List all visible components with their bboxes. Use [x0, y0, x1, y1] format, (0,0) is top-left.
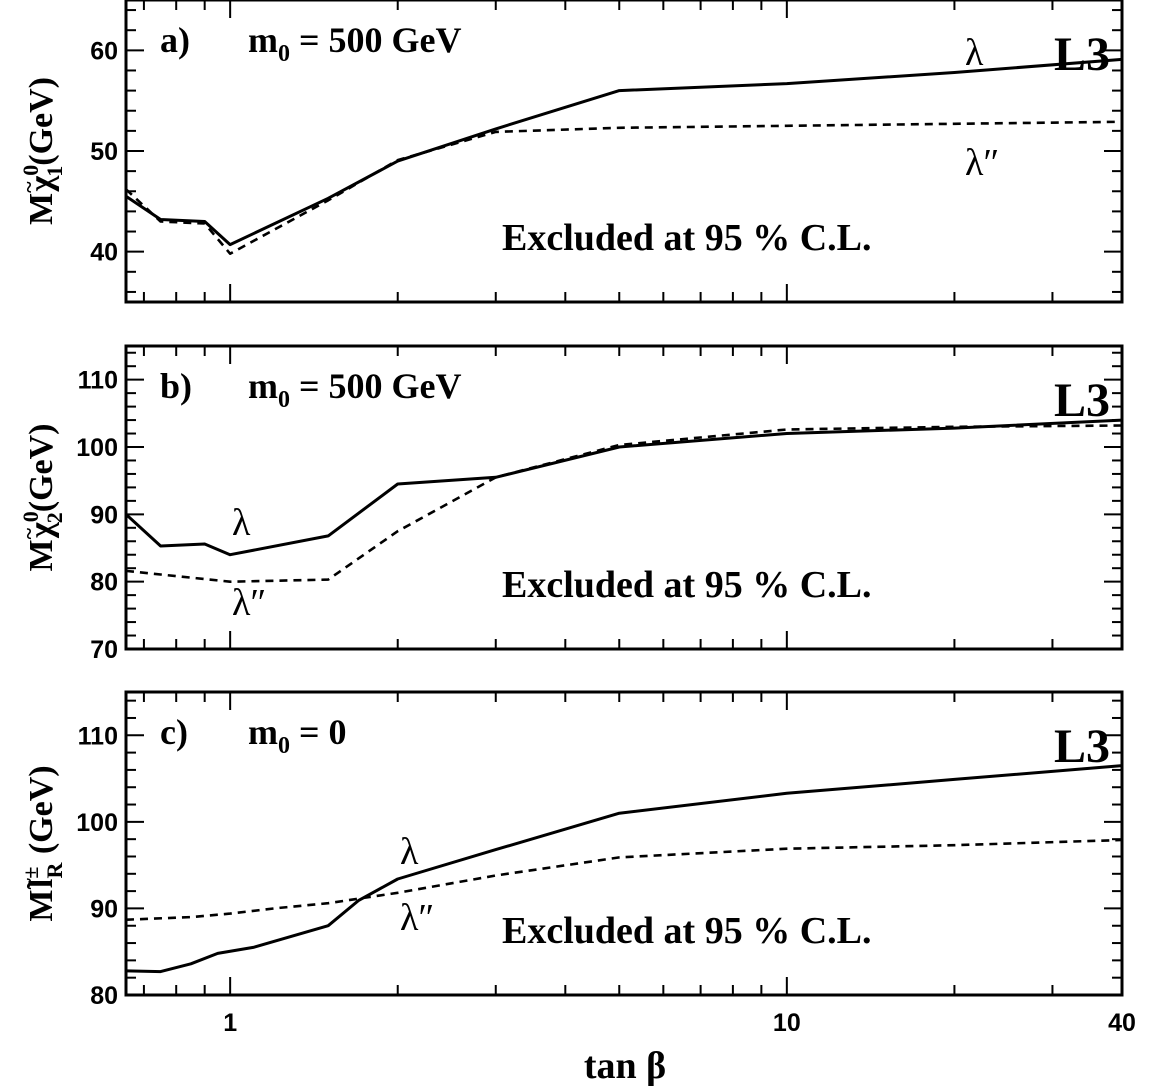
y-tick-label: 100	[76, 434, 118, 462]
y-tick-label: 80	[90, 569, 118, 597]
panel-label: c)	[160, 712, 188, 752]
exclusion-annotation: Excluded at 95 % C.L.	[502, 217, 871, 259]
condition-label: m0 = 500 GeV	[248, 366, 462, 413]
curve-label-lambda-dprime: λ″	[232, 582, 266, 624]
exclusion-annotation: Excluded at 95 % C.L.	[502, 910, 871, 952]
panel-label: a)	[160, 20, 190, 60]
x-tick-label: 40	[1108, 1009, 1136, 1037]
panel-b: 70 80 90 100 110 b) m0 = 500 GeV L3 Excluded at …	[16, 344, 1124, 664]
y-tick-label: 110	[78, 722, 118, 750]
y-tick-label: 50	[90, 138, 118, 166]
plot-frame	[124, 344, 1124, 651]
y-tick-label: 100	[76, 809, 118, 837]
curve-label-lambda: λ	[400, 831, 419, 873]
curve-label-lambda: λ	[232, 502, 251, 544]
y-tick-label: 80	[90, 982, 118, 1010]
series-line-lambda-dprime	[125, 838, 1123, 921]
curve-label-lambda-dprime: λ″	[400, 897, 434, 939]
panel-a: 40 50 60 a) m0 = 500 GeV L3 Excluded at 95 % C…	[16, 0, 1124, 304]
y-axis-label: M~χ02(GeV)	[16, 423, 67, 571]
y-tick-label: 40	[90, 239, 118, 267]
condition-label: m0 = 0	[248, 712, 347, 759]
x-axis-label: tan β	[584, 1045, 666, 1087]
series-line-lambda	[124, 418, 1123, 557]
y-tick-label: 70	[90, 636, 118, 664]
panels: 40 50 60 a) m0 = 500 GeV L3 Excluded at 95 % C…	[16, 0, 1136, 1037]
panel-label: b)	[160, 366, 192, 406]
x-tick-label: 10	[773, 1009, 801, 1037]
plot-frame	[124, 690, 1124, 997]
y-tick-label: 110	[78, 367, 118, 395]
series-line-lambda-dprime	[125, 424, 1123, 584]
experiment-label: L3	[1054, 28, 1110, 81]
y-tick-label: 90	[90, 895, 118, 923]
y-tick-label: 90	[90, 501, 118, 529]
condition-label: m0 = 500 GeV	[248, 20, 462, 67]
series-line-lambda-dprime	[125, 120, 1123, 255]
experiment-label: L3	[1054, 374, 1110, 427]
y-axis-label: M~χ01(GeV)	[16, 77, 67, 225]
experiment-label: L3	[1054, 720, 1110, 773]
y-tick-label: 60	[90, 37, 118, 65]
y-axis-label: M~l±R (GeV)	[16, 765, 67, 921]
series-line-lambda	[125, 764, 1123, 974]
curve-label-lambda: λ	[965, 32, 984, 74]
curve-label-lambda-dprime: λ″	[965, 142, 999, 184]
exclusion-annotation: Excluded at 95 % C.L.	[502, 564, 871, 606]
x-tick-label: 1	[223, 1009, 237, 1037]
